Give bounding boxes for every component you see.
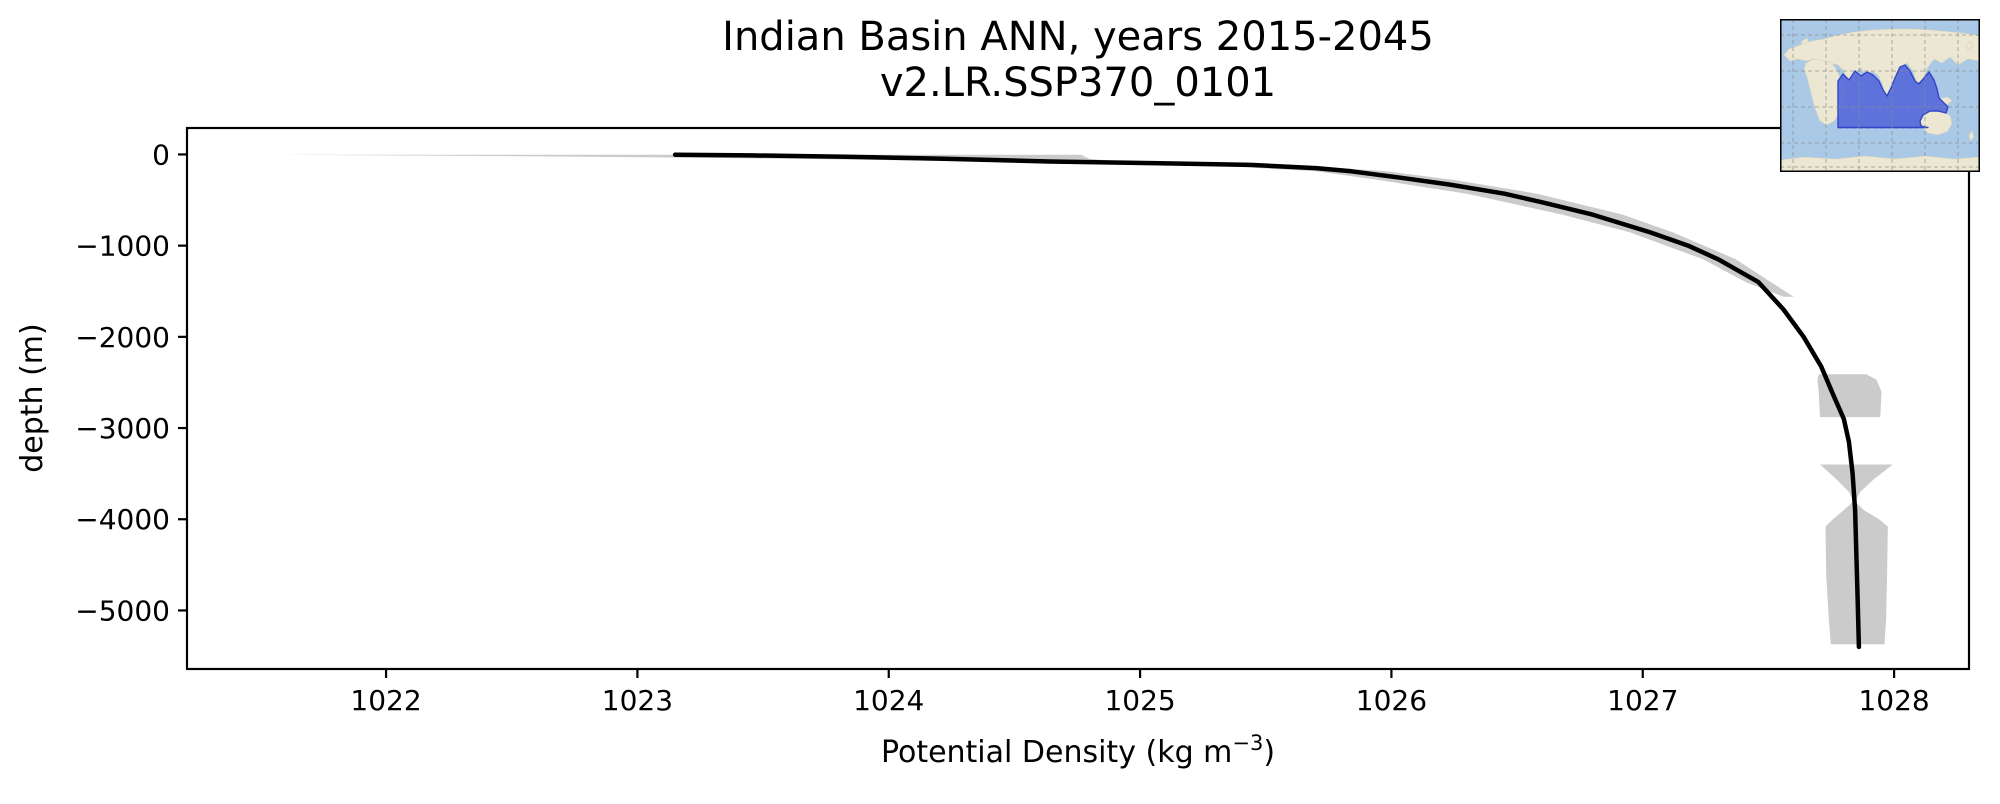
- chart-subtitle: v2.LR.SSP370_0101: [880, 60, 1276, 106]
- chart-title: Indian Basin ANN, years 2015-2045: [722, 14, 1434, 60]
- land-antarctica: [1780, 155, 1980, 172]
- inset-map: [1780, 19, 1980, 172]
- inset-map-basin-highlight: [1837, 64, 1949, 129]
- mean-profile-line: [672, 152, 1862, 650]
- y-tick-label: 0: [152, 138, 170, 171]
- x-axis-label-superscript: −3: [1232, 731, 1263, 755]
- land-new-zealand: [1968, 130, 1975, 142]
- y-tick-label: −3000: [75, 412, 170, 445]
- land-japan: [1965, 40, 1974, 51]
- axes-spines: [185, 126, 1971, 671]
- x-axis-label: Potential Density (kg m−3): [881, 731, 1275, 770]
- y-tick-label: −2000: [75, 321, 170, 354]
- y-tick-label: −1000: [75, 230, 170, 263]
- x-tick-label: 1025: [1104, 684, 1175, 717]
- x-tick-label: 1028: [1858, 684, 1929, 717]
- y-tick-label: −5000: [75, 594, 170, 627]
- x-axis-label-suffix: ): [1263, 735, 1275, 770]
- x-axis-ticks: 1022 1023 1024 1025 1026 1027 1028: [350, 669, 1930, 717]
- uncertainty-band-segment: [273, 154, 1794, 297]
- y-tick-label: −4000: [75, 503, 170, 536]
- x-tick-label: 1026: [1356, 684, 1427, 717]
- y-axis-label: depth (m): [15, 323, 50, 473]
- x-tick-label: 1024: [853, 684, 924, 717]
- uncertainty-band: [273, 154, 1893, 645]
- inset-map-graticule: [1780, 19, 1980, 172]
- x-tick-label: 1022: [350, 684, 421, 717]
- x-axis-label-prefix: Potential Density (kg m: [881, 735, 1232, 770]
- uncertainty-band-segment: [1817, 374, 1882, 418]
- x-tick-label: 1027: [1607, 684, 1678, 717]
- y-axis-ticks: 0 −1000 −2000 −3000 −4000 −5000: [75, 138, 187, 627]
- x-tick-label: 1023: [602, 684, 673, 717]
